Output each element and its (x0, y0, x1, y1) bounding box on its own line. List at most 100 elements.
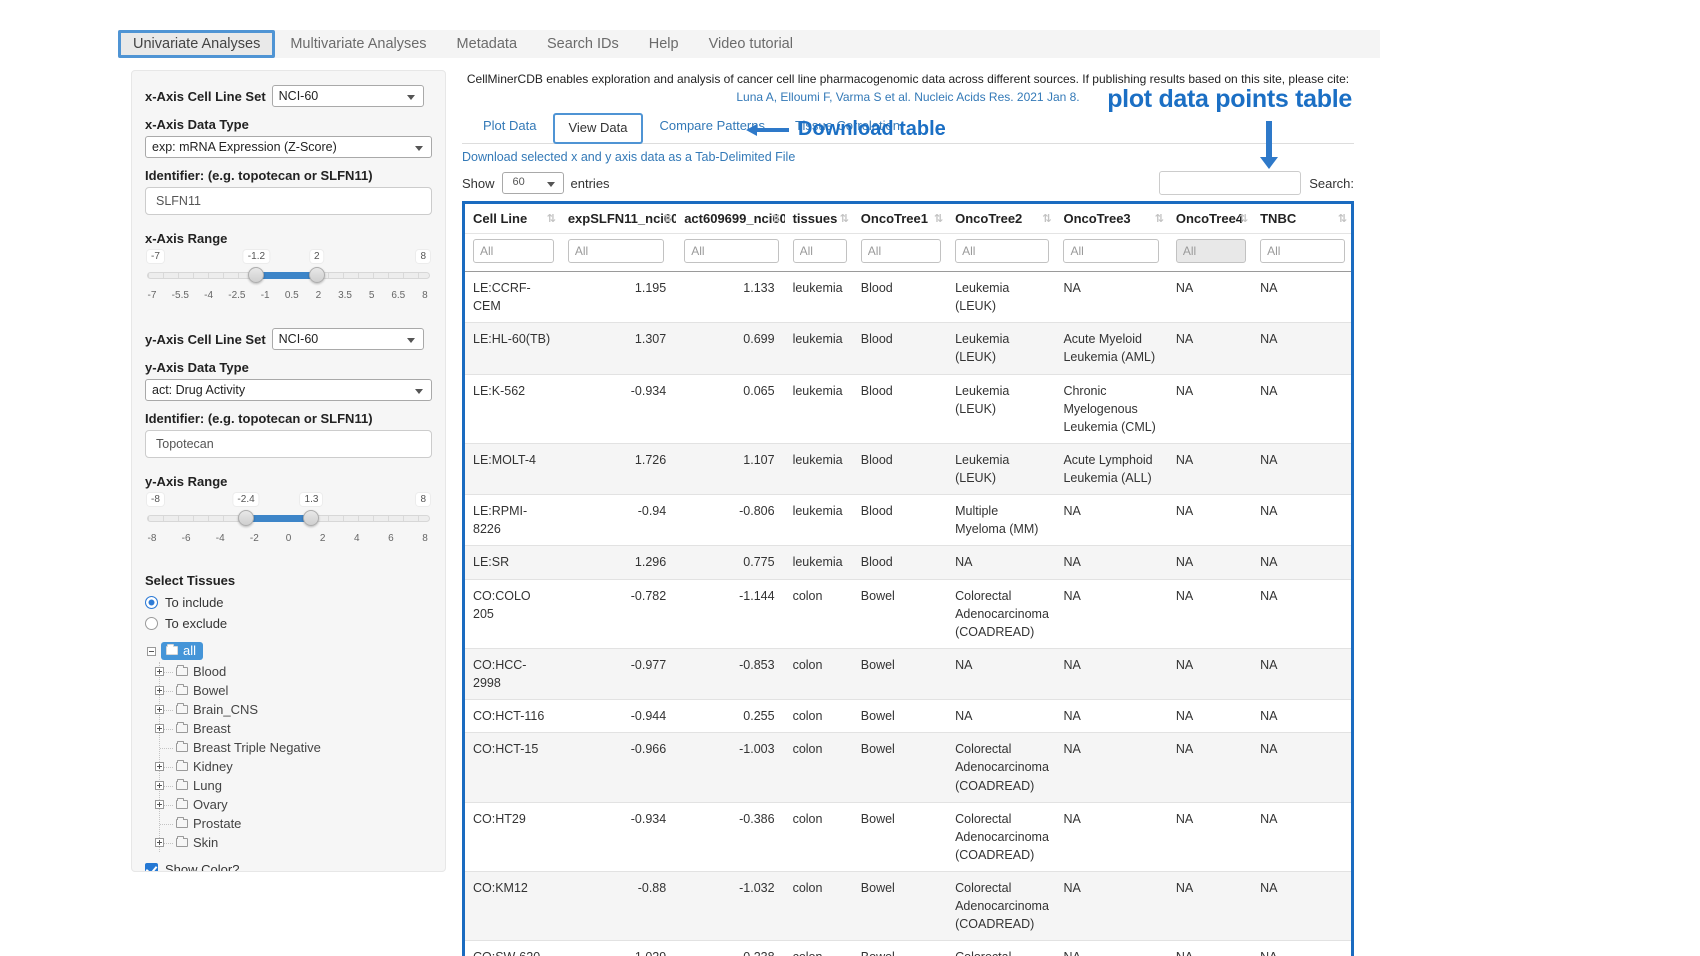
column-filter-input[interactable] (473, 239, 554, 263)
y-axis-identifier-input[interactable] (145, 430, 432, 458)
top-nav-tab[interactable]: Univariate Analyses (118, 30, 276, 58)
x-axis-range-slider[interactable]: -7 -1.2 2 8 -7 -5.5 -4 -2.5 -1 0.5 2 3.5 5 6.5 8 (147, 250, 430, 308)
oncotree3-cell: NA (1055, 578, 1168, 649)
column-filter-input[interactable] (792, 239, 847, 263)
tree-item[interactable]: Kidney (155, 757, 432, 776)
tnbc-cell: NA (1252, 647, 1353, 700)
view-tab[interactable]: View Data (553, 113, 643, 144)
sort-icon[interactable]: ⇅ (839, 213, 849, 225)
tree-item[interactable]: Brain_CNS (155, 700, 432, 719)
sort-icon[interactable]: ⇅ (1337, 213, 1347, 225)
expand-icon[interactable] (155, 685, 164, 695)
y-range-to-handle[interactable] (303, 510, 320, 526)
column-header[interactable]: OncoTree4 ⇅ (1167, 202, 1253, 234)
column-filter-input[interactable] (567, 239, 664, 263)
column-header-label: OncoTree3 (1063, 211, 1131, 226)
tissue-tree-root[interactable]: all (147, 642, 432, 660)
column-header[interactable]: TNBC ⇅ (1252, 202, 1353, 234)
tissue-mode-radio-option[interactable]: To exclude (145, 613, 432, 634)
radio-icon[interactable] (145, 617, 158, 630)
column-header[interactable]: act609699_nci60 ⇅ (676, 202, 785, 234)
tree-item[interactable]: Blood (155, 662, 432, 681)
sort-icon[interactable]: ⇅ (771, 213, 781, 225)
x-range-track[interactable] (147, 267, 430, 284)
collapse-icon[interactable] (147, 646, 156, 656)
sort-icon[interactable]: ⇅ (1238, 213, 1249, 225)
column-filter-input[interactable] (1063, 239, 1160, 263)
tnbc-cell: NA (1252, 373, 1353, 444)
tick-label: -8 (147, 533, 157, 544)
x-axis-cell-line-set-select[interactable]: NCI-60 (271, 85, 424, 107)
radio-icon[interactable] (145, 596, 158, 609)
column-filter-cell (947, 233, 1056, 272)
column-header[interactable]: OncoTree2 ⇅ (947, 202, 1056, 234)
top-nav-tab[interactable]: Metadata (456, 36, 518, 52)
tissues-cell: colon (784, 801, 853, 872)
x-range-from-handle[interactable] (248, 267, 265, 283)
column-filter-input[interactable] (1175, 239, 1247, 263)
x-axis-data-type-select[interactable]: exp: mRNA Expression (Z-Score) (145, 136, 432, 158)
main-content: CellMinerCDB enables exploration and ana… (462, 72, 1354, 956)
tree-item[interactable]: Prostate (160, 814, 432, 833)
search-input[interactable] (1159, 171, 1302, 195)
sort-icon[interactable]: ⇅ (662, 213, 673, 225)
column-filter-input[interactable] (860, 239, 942, 263)
download-tab-delimited-link[interactable]: Download selected x and y axis data as a… (462, 150, 796, 164)
top-nav-tab[interactable]: Multivariate Analyses (290, 36, 427, 52)
y-range-from-handle[interactable] (238, 510, 255, 526)
tissue-mode-radio-option[interactable]: To include (145, 592, 432, 613)
expand-icon[interactable] (155, 837, 164, 847)
expand-icon[interactable] (155, 723, 164, 733)
y-axis-data-type-label: y-Axis Data Type (145, 360, 249, 375)
y-range-track[interactable] (147, 510, 430, 527)
tree-item[interactable]: Breast Triple Negative (160, 738, 432, 757)
y-axis-data-type-select[interactable]: act: Drug Activity (145, 379, 432, 401)
tick-label: -4 (215, 533, 225, 544)
expand-icon[interactable] (155, 761, 164, 771)
column-header[interactable]: OncoTree3 ⇅ (1055, 202, 1168, 234)
view-tab[interactable]: Plot Data (483, 118, 537, 133)
x-range-to-handle[interactable] (308, 267, 325, 283)
show-color-label: Show Color? (165, 862, 240, 872)
column-header[interactable]: expSLFN11_nci60 ⇅ (559, 202, 677, 234)
column-header-label: expSLFN11_nci60 (567, 211, 677, 226)
tree-item[interactable]: Lung (155, 776, 432, 795)
top-nav-tab[interactable]: Video tutorial (708, 36, 793, 52)
x-axis-identifier-input[interactable] (145, 187, 432, 215)
show-entries-control: Show 60 entries (462, 172, 610, 194)
tree-item[interactable]: Ovary (155, 795, 432, 814)
sort-icon[interactable]: ⇅ (1042, 213, 1052, 225)
checkbox-checked-icon[interactable] (145, 863, 158, 871)
oncotree4-cell: NA (1167, 940, 1253, 956)
sort-icon[interactable]: ⇅ (1154, 213, 1164, 225)
y-axis-cell-line-set-select[interactable]: NCI-60 (271, 328, 424, 350)
tree-item[interactable]: Breast (155, 719, 432, 738)
column-header[interactable]: OncoTree1 ⇅ (852, 202, 948, 234)
folder-icon (176, 722, 188, 733)
entries-count-select[interactable]: 60 (501, 172, 564, 194)
oncotree2-cell: NA (947, 699, 1056, 733)
view-tab[interactable]: Tissue Correlation (795, 118, 901, 133)
column-filter-input[interactable] (1260, 239, 1345, 263)
y-axis-range-slider[interactable]: -8 -2.4 1.3 8 -8 -6 -4 -2 0 2 4 6 8 (147, 493, 430, 551)
act-value-cell: -0.853 (676, 647, 785, 700)
show-color-checkbox-row[interactable]: Show Color? (145, 862, 432, 872)
expand-icon[interactable] (155, 666, 164, 676)
column-filter-input[interactable] (955, 239, 1050, 263)
citation-link[interactable]: Luna A, Elloumi F, Varma S et al. Nuclei… (736, 90, 1080, 104)
view-tab[interactable]: Compare Patterns (659, 118, 766, 133)
column-header[interactable]: Cell Line ⇅ (463, 202, 560, 234)
expand-icon[interactable] (155, 780, 164, 790)
tree-item[interactable]: Bowel (155, 681, 432, 700)
expand-icon[interactable] (155, 799, 164, 809)
sort-icon[interactable]: ⇅ (933, 213, 944, 225)
top-nav-tab[interactable]: Search IDs (547, 36, 619, 52)
cell-line-cell: LE:K-562 (463, 373, 560, 444)
top-nav-tab[interactable]: Help (648, 36, 679, 52)
column-filter-input[interactable] (684, 239, 779, 263)
expand-icon[interactable] (155, 704, 164, 714)
oncotree1-cell: Bowel (852, 801, 948, 872)
column-header[interactable]: tissues ⇅ (784, 202, 853, 234)
tree-item[interactable]: Skin (155, 833, 432, 852)
sort-icon[interactable]: ⇅ (546, 213, 556, 225)
